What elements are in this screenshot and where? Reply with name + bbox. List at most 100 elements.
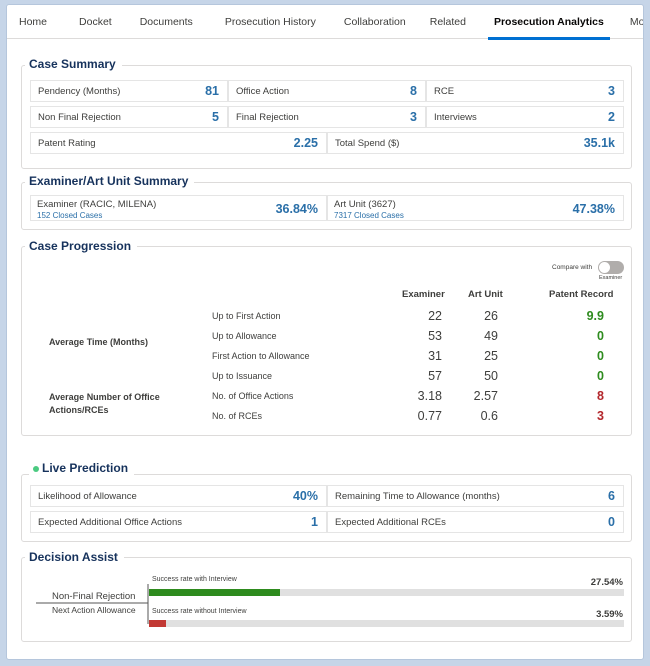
- examiner-rate: 36.84%: [275, 202, 318, 216]
- row-examiner-value: 3.18: [417, 389, 442, 403]
- summary-label: Patent Rating: [38, 137, 96, 149]
- summary-value: 81: [205, 84, 219, 98]
- examiner-summary-section: Examiner (RACIC, MILENA) 152 Closed Case…: [21, 182, 632, 230]
- summary-label: Final Rejection: [236, 111, 299, 123]
- row-examiner-value: 57: [428, 369, 442, 383]
- decision-assist-title: Decision Assist: [25, 550, 124, 564]
- bar-label-without-interview: Success rate without Interview: [152, 608, 247, 615]
- col-header-patent-record: Patent Record: [549, 289, 614, 300]
- row-art-unit-value: 0.6: [480, 409, 498, 423]
- prediction-value: 0: [608, 515, 615, 529]
- art-unit-rate: 47.38%: [572, 202, 615, 216]
- row-examiner-value: 53: [428, 329, 442, 343]
- bar-label-with-interview: Success rate with Interview: [152, 576, 237, 583]
- compare-sub-label: Examiner: [599, 275, 623, 281]
- summary-label: RCE: [434, 85, 455, 97]
- row-label: Up to First Action: [212, 311, 281, 321]
- row-label: Up to Allowance: [212, 331, 277, 341]
- row-patent-record-value: 0: [597, 349, 604, 363]
- tab-related[interactable]: Related: [429, 15, 466, 28]
- summary-value: 2: [608, 110, 615, 124]
- row-patent-record-value: 9.9: [586, 309, 604, 323]
- summary-non-final-rejection: Non Final Rejection 5: [30, 106, 228, 128]
- tab-home[interactable]: Home: [19, 15, 48, 28]
- row-label: First Action to Allowance: [212, 351, 310, 361]
- row-patent-record-value: 3: [597, 409, 604, 423]
- art-unit-cell: Art Unit (3627) 7317 Closed Cases 47.38%: [327, 195, 624, 221]
- summary-label: Office Action: [236, 85, 290, 97]
- decision-assist-section: Non-Final Rejection Next Action Allowanc…: [21, 557, 632, 642]
- summary-value: 3: [608, 84, 615, 98]
- prediction-label: Likelihood of Allowance: [38, 490, 137, 502]
- case-progression-title: Case Progression: [25, 239, 138, 253]
- row-art-unit-value: 25: [484, 349, 498, 363]
- tab-prosecution-analytics[interactable]: Prosecution Analytics: [482, 5, 616, 40]
- row-patent-record-value: 0: [597, 329, 604, 343]
- row-patent-record-value: 8: [597, 389, 604, 403]
- art-unit-closed-cases-link[interactable]: 7317 Closed Cases: [334, 211, 404, 220]
- bar-track-with-interview: [149, 589, 624, 596]
- summary-value: 8: [410, 84, 417, 98]
- summary-label: Interviews: [434, 111, 477, 123]
- examiner-label: Examiner (RACIC, MILENA): [37, 199, 157, 210]
- case-summary-title: Case Summary: [25, 57, 122, 71]
- tab-documents[interactable]: Documents: [139, 15, 193, 28]
- row-examiner-value: 0.77: [417, 409, 442, 423]
- col-header-art-unit: Art Unit: [468, 289, 503, 300]
- bar-fill-without-interview: [149, 620, 167, 627]
- examiner-closed-cases-link[interactable]: 152 Closed Cases: [37, 211, 103, 220]
- examiner-summary-title: Examiner/Art Unit Summary: [25, 174, 195, 188]
- row-label: No. of Office Actions: [212, 391, 294, 401]
- summary-label: Pendency (Months): [38, 85, 121, 97]
- col-header-examiner: Examiner: [402, 289, 445, 300]
- decision-branch-lines: [36, 584, 149, 624]
- prediction-label: Expected Additional Office Actions: [38, 516, 182, 528]
- summary-final-rejection: Final Rejection 3: [228, 106, 426, 128]
- prediction-value: 6: [608, 489, 615, 503]
- live-prediction-title: Live Prediction: [29, 461, 135, 475]
- summary-rce: RCE 3: [426, 80, 624, 102]
- case-progression-section: Compare with Examiner Examiner Art Unit …: [21, 246, 632, 436]
- row-examiner-value: 31: [428, 349, 442, 363]
- summary-label: Non Final Rejection: [38, 111, 121, 123]
- row-patent-record-value: 0: [597, 369, 604, 383]
- summary-value: 5: [212, 110, 219, 124]
- row-art-unit-value: 49: [484, 329, 498, 343]
- tab-docket[interactable]: Docket: [79, 15, 112, 28]
- tab-more[interactable]: More▼: [618, 5, 644, 39]
- bar-value-with-interview: 27.54%: [590, 577, 623, 588]
- compare-toggle[interactable]: [598, 261, 624, 274]
- prediction-additional-rces: Expected Additional RCEs 0: [327, 511, 624, 533]
- bar-track-without-interview: [149, 620, 624, 627]
- live-prediction-title-text: Live Prediction: [42, 461, 129, 475]
- compare-label: Compare with: [552, 264, 593, 271]
- summary-total-spend: Total Spend ($) 35.1k: [327, 132, 624, 154]
- summary-label: Total Spend ($): [335, 137, 400, 149]
- app-frame: Home Docket Documents Prosecution Histor…: [6, 4, 644, 660]
- row-label: No. of RCEs: [212, 411, 263, 421]
- prediction-remaining-time: Remaining Time to Allowance (months) 6: [327, 485, 624, 507]
- row-art-unit-value: 2.57: [473, 389, 498, 403]
- tab-prosecution-history[interactable]: Prosecution History: [224, 15, 316, 28]
- tab-more-label: More: [629, 15, 644, 28]
- prediction-likelihood: Likelihood of Allowance 40%: [30, 485, 327, 507]
- row-label: Up to Issuance: [212, 371, 273, 381]
- case-summary-section: Pendency (Months) 81 Office Action 8 RCE…: [21, 65, 632, 169]
- art-unit-label: Art Unit (3627): [334, 199, 396, 210]
- summary-value: 2.25: [293, 136, 318, 150]
- row-art-unit-value: 26: [484, 309, 498, 323]
- live-prediction-section: Likelihood of Allowance 40% Remaining Ti…: [21, 474, 632, 542]
- next-action-label: Next Action Allowance: [52, 605, 136, 615]
- summary-interviews: Interviews 2: [426, 106, 624, 128]
- prediction-label: Expected Additional RCEs: [335, 516, 446, 528]
- examiner-cell: Examiner (RACIC, MILENA) 152 Closed Case…: [30, 195, 327, 221]
- group-average-number: Average Number of Office Actions/RCEs: [49, 392, 160, 415]
- group-average-time: Average Time (Months): [49, 337, 149, 347]
- tab-collaboration[interactable]: Collaboration: [343, 15, 406, 28]
- summary-value: 35.1k: [583, 136, 615, 150]
- bar-fill-with-interview: [149, 589, 280, 596]
- prediction-label: Remaining Time to Allowance (months): [335, 490, 500, 502]
- prediction-value: 40%: [292, 489, 318, 503]
- summary-pendency: Pendency (Months) 81: [30, 80, 228, 102]
- prediction-additional-office-actions: Expected Additional Office Actions 1: [30, 511, 327, 533]
